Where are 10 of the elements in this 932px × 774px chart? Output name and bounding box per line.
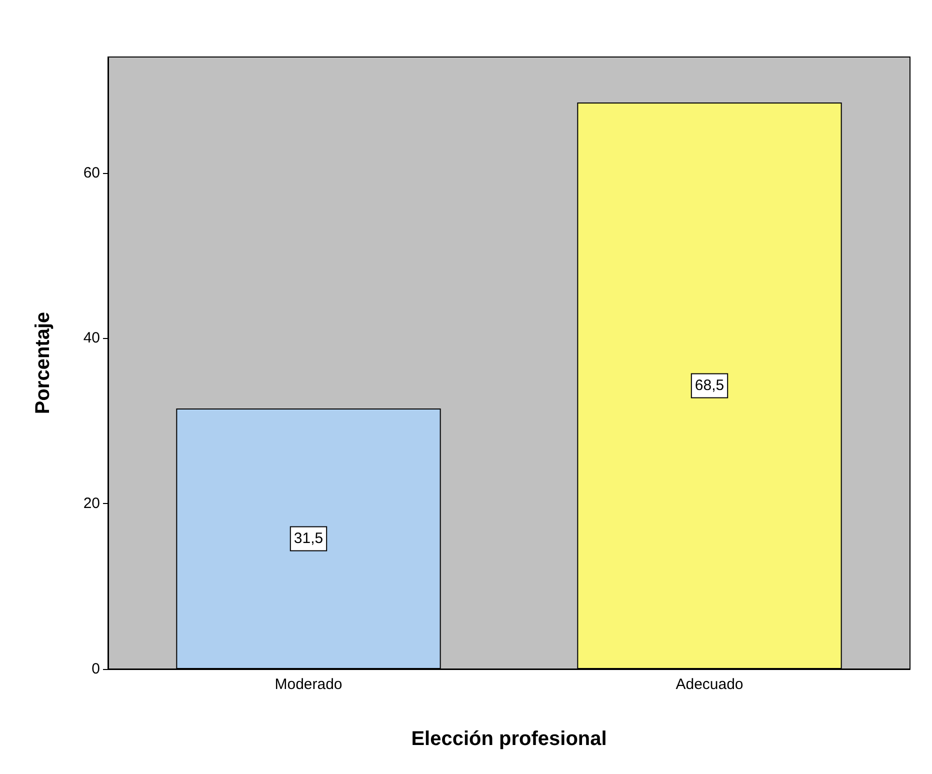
y-tick-label: 60: [83, 164, 100, 182]
y-tick-label: 20: [83, 495, 100, 512]
x-axis-title: Elección profesional: [411, 728, 607, 750]
x-tick-label: Moderado: [274, 676, 342, 693]
x-tick-label: Adecuado: [676, 676, 744, 693]
y-axis-title: Porcentaje: [32, 312, 54, 414]
y-tick-label: 40: [83, 330, 100, 347]
y-tick-label: 0: [92, 660, 100, 678]
data-label: 31,5: [294, 530, 324, 548]
data-label: 68,5: [694, 377, 724, 394]
